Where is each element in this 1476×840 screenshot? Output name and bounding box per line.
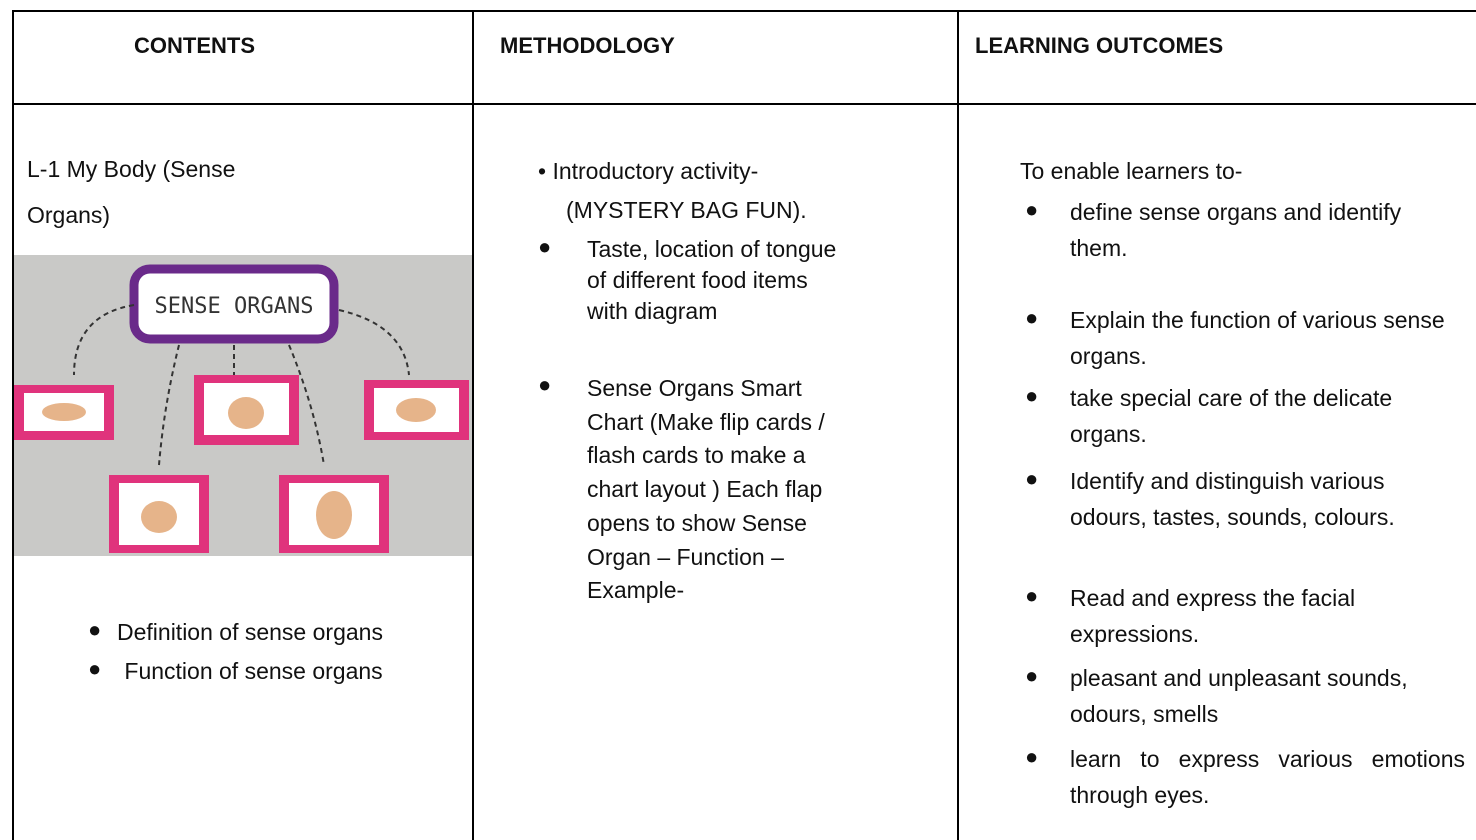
- outcome-intro: To enable learners to-: [1020, 158, 1243, 184]
- table-border: [12, 10, 1476, 12]
- outcome-bullet: Read and express the facial expressions.: [1070, 585, 1356, 647]
- bullet: ●: [88, 617, 102, 642]
- bullet: ●: [1025, 466, 1039, 491]
- bullet: ●: [1025, 744, 1039, 769]
- outcome-bullet: Identify and distinguish various odours,…: [1070, 468, 1395, 530]
- table-border: [957, 10, 959, 840]
- bullet: ●: [88, 656, 102, 681]
- bullet: ●: [1025, 305, 1039, 330]
- table-border: [12, 103, 1476, 105]
- method-intro: • Introductory activity-: [538, 158, 759, 184]
- bullet: ●: [1025, 663, 1039, 688]
- header: CONTENTS: [134, 33, 255, 58]
- outcome-bullet: define sense organs and identify them.: [1070, 199, 1402, 261]
- lesson-title: L-1 My Body (Sense: [27, 156, 236, 182]
- outcome-bullet: pleasant and unpleasant sounds, odours, …: [1070, 665, 1408, 727]
- bullet: ●: [1025, 197, 1039, 222]
- outcome-bullet: Explain the function of various sense or…: [1070, 307, 1445, 369]
- lesson-title: Organs): [27, 202, 111, 228]
- header: METHODOLOGY: [500, 33, 675, 58]
- outcome-bullet: learn to express various emotions throug…: [1070, 746, 1465, 808]
- bullet: ●: [538, 372, 552, 397]
- bullet: ●: [1025, 583, 1039, 608]
- bullet: ●: [1025, 383, 1039, 408]
- outcome-bullet: take special care of the delicate organs…: [1070, 385, 1393, 447]
- method-bullet: Taste, location of tongue of different f…: [587, 236, 837, 324]
- image-title: SENSE ORGANS: [155, 294, 314, 319]
- content-bullet: Function of sense organs: [118, 658, 383, 684]
- table-border: [12, 10, 14, 840]
- method-intro-sub: (MYSTERY BAG FUN).: [566, 197, 807, 223]
- method-bullet: Sense Organs Smart Chart (Make flip card…: [587, 375, 825, 604]
- header: LEARNING OUTCOMES: [975, 33, 1224, 58]
- table-border: [472, 10, 474, 840]
- content-bullet: Definition of sense organs: [117, 619, 383, 645]
- bullet: ●: [538, 234, 552, 259]
- sense-organs-image: SENSE ORGANS: [14, 255, 472, 556]
